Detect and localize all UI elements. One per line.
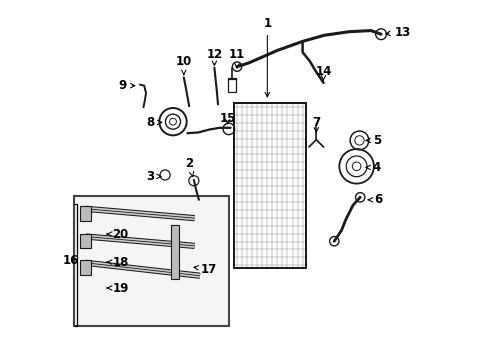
Text: 1: 1 — [263, 17, 271, 97]
Text: 20: 20 — [107, 228, 129, 240]
Text: 2: 2 — [185, 157, 194, 176]
Bar — [80, 206, 91, 221]
Bar — [80, 260, 91, 275]
Text: 18: 18 — [107, 256, 129, 269]
Text: 8: 8 — [146, 116, 162, 129]
Text: 5: 5 — [366, 134, 381, 147]
Bar — [171, 225, 179, 279]
Bar — [74, 196, 229, 326]
Text: 7: 7 — [312, 116, 320, 132]
Text: 9: 9 — [119, 79, 135, 92]
Bar — [80, 234, 91, 248]
Text: 19: 19 — [107, 282, 129, 294]
Text: 3: 3 — [146, 170, 161, 183]
Text: 11: 11 — [229, 48, 245, 68]
Text: 13: 13 — [386, 26, 411, 39]
Bar — [228, 78, 236, 92]
Bar — [234, 103, 306, 268]
Bar — [234, 103, 306, 268]
Text: 15: 15 — [220, 112, 236, 125]
Text: 6: 6 — [368, 193, 382, 206]
Text: 16: 16 — [63, 255, 79, 267]
Text: 4: 4 — [366, 161, 381, 174]
Text: 12: 12 — [206, 48, 222, 66]
Text: 10: 10 — [176, 55, 192, 75]
Text: 14: 14 — [315, 65, 332, 81]
Text: 17: 17 — [194, 263, 218, 276]
